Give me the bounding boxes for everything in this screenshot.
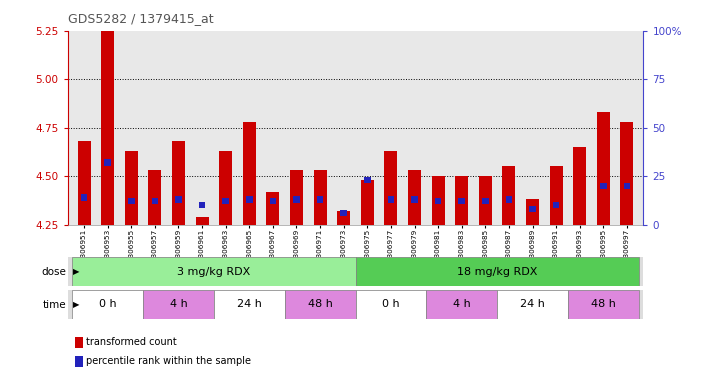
Bar (385, 151, 397, 225)
Bar (482, 198, 488, 204)
Bar (503, 167, 515, 225)
Text: 24 h: 24 h (520, 299, 545, 310)
Bar (337, 211, 351, 225)
Bar (314, 170, 326, 225)
Text: dose: dose (41, 267, 66, 277)
Bar (506, 196, 512, 202)
Bar (573, 147, 586, 225)
Bar (284, 290, 356, 319)
Bar (105, 159, 111, 166)
Text: 48 h: 48 h (591, 299, 616, 310)
Bar (411, 196, 418, 202)
Bar (125, 151, 138, 225)
Bar (341, 210, 347, 216)
Bar (149, 170, 161, 225)
Bar (101, 31, 114, 225)
Bar (455, 176, 469, 225)
Bar (219, 151, 232, 225)
Bar (175, 196, 182, 202)
Text: 18 mg/kg RDX: 18 mg/kg RDX (457, 266, 538, 277)
Bar (621, 122, 634, 225)
Bar (427, 290, 497, 319)
Bar (364, 177, 370, 183)
Bar (199, 202, 205, 209)
Bar (387, 196, 394, 202)
Bar (317, 196, 324, 202)
Text: 4 h: 4 h (453, 299, 471, 310)
Bar (597, 112, 610, 225)
Bar (128, 198, 134, 204)
Bar (242, 122, 256, 225)
Bar (600, 183, 606, 189)
Text: GDS5282 / 1379415_at: GDS5282 / 1379415_at (68, 12, 213, 25)
Text: 0 h: 0 h (99, 299, 117, 310)
Text: ▶: ▶ (73, 300, 80, 309)
Bar (214, 290, 284, 319)
Bar (223, 198, 229, 204)
Bar (459, 198, 465, 204)
Bar (81, 194, 87, 200)
Text: ▶: ▶ (73, 267, 80, 276)
Text: 24 h: 24 h (237, 299, 262, 310)
Bar (151, 198, 158, 204)
Bar (432, 176, 444, 225)
Text: transformed count: transformed count (86, 337, 177, 347)
Text: 0 h: 0 h (382, 299, 400, 310)
Bar (73, 290, 143, 319)
Bar (246, 196, 252, 202)
Text: 4 h: 4 h (170, 299, 188, 310)
Text: percentile rank within the sample: percentile rank within the sample (86, 356, 251, 366)
Bar (624, 183, 630, 189)
Bar (290, 170, 303, 225)
Bar (172, 141, 185, 225)
Bar (267, 192, 279, 225)
Bar (526, 199, 539, 225)
Bar (196, 217, 208, 225)
Text: 3 mg/kg RDX: 3 mg/kg RDX (177, 266, 250, 277)
Bar (143, 290, 214, 319)
Bar (479, 176, 492, 225)
Bar (553, 202, 560, 209)
Bar (73, 257, 356, 286)
Bar (356, 257, 638, 286)
Bar (408, 170, 421, 225)
Bar (77, 141, 90, 225)
Bar (577, 231, 583, 237)
Bar (568, 290, 638, 319)
Bar (435, 198, 442, 204)
Bar (529, 206, 536, 212)
Bar (550, 167, 562, 225)
Text: 48 h: 48 h (308, 299, 333, 310)
Bar (497, 290, 568, 319)
Bar (269, 198, 276, 204)
Text: time: time (43, 300, 66, 310)
Bar (356, 290, 427, 319)
Bar (360, 180, 374, 225)
Bar (293, 196, 300, 202)
